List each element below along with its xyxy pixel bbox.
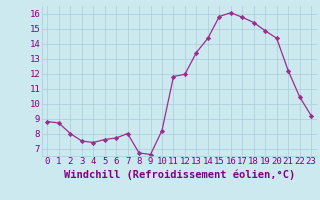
X-axis label: Windchill (Refroidissement éolien,°C): Windchill (Refroidissement éolien,°C) xyxy=(64,169,295,180)
